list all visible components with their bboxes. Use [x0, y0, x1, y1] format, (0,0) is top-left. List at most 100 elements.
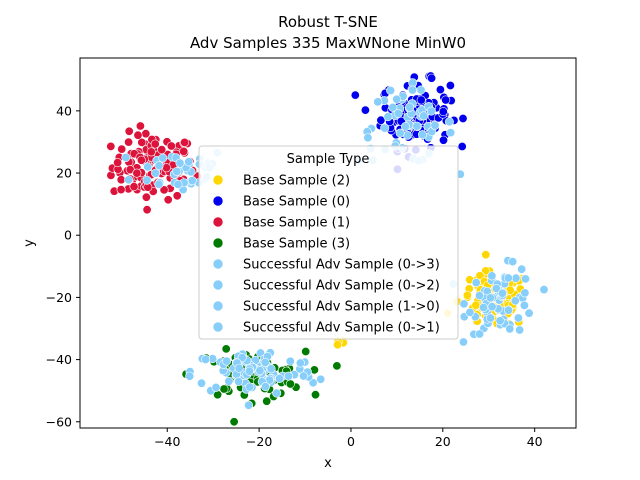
scatter-point — [441, 95, 451, 105]
scatter-point — [172, 167, 182, 177]
scatter-point — [175, 158, 185, 168]
scatter-point — [234, 363, 244, 373]
scatter-point — [386, 86, 396, 96]
x-tick-label: 20 — [435, 434, 451, 449]
scatter-point — [350, 90, 360, 100]
scatter-point — [363, 133, 373, 143]
scatter-point — [520, 288, 530, 298]
scatter-point — [515, 325, 525, 335]
scatter-point — [136, 155, 146, 165]
scatter-point — [524, 308, 534, 318]
scatter-point — [497, 288, 507, 298]
scatter-point — [295, 358, 305, 368]
scatter-point — [510, 296, 520, 306]
scatter-point — [419, 111, 429, 121]
scatter-point — [137, 137, 147, 147]
legend-marker — [212, 216, 224, 228]
scatter-point — [260, 357, 270, 367]
legend-marker — [212, 300, 224, 312]
scatter-point — [495, 316, 505, 326]
scatter-point — [262, 396, 272, 406]
x-axis-label: x — [324, 456, 332, 471]
scatter-point — [166, 141, 176, 151]
scatter-point — [503, 273, 513, 283]
scatter-point — [426, 106, 436, 116]
scatter-point — [416, 95, 426, 105]
scatter-point — [158, 153, 168, 163]
scatter-point — [245, 366, 255, 376]
scatter-point — [187, 176, 197, 186]
scatter-point — [438, 135, 448, 145]
scatter-point — [154, 161, 164, 171]
scatter-point — [481, 250, 491, 260]
scatter-point — [487, 271, 497, 281]
scatter-point — [245, 382, 255, 392]
scatter-point — [520, 274, 530, 284]
scatter-point — [427, 73, 437, 83]
legend-title: Sample Type — [287, 152, 370, 167]
y-tick-label: 40 — [56, 103, 72, 118]
y-tick-label: −20 — [46, 290, 72, 305]
legend-box — [198, 145, 459, 340]
scatter-point — [221, 344, 231, 354]
x-tick-label: 40 — [527, 434, 543, 449]
scatter-point — [310, 390, 320, 400]
legend-marker — [212, 237, 224, 249]
scatter-point — [283, 371, 293, 381]
scatter-point — [132, 168, 142, 178]
scatter-point — [219, 384, 229, 394]
scatter-point — [474, 291, 484, 301]
scatter-point — [133, 130, 143, 140]
scatter-point — [458, 114, 468, 124]
scatter-point — [184, 157, 194, 167]
scatter-point — [475, 329, 485, 339]
scatter-point — [392, 94, 402, 104]
scatter-point — [485, 293, 495, 303]
scatter-point — [517, 264, 527, 274]
scatter-point — [173, 179, 183, 189]
scatter-point — [113, 158, 123, 168]
legend-label: Successful Adv Sample (1->0) — [243, 300, 440, 315]
legend-marker — [212, 321, 224, 333]
legend-marker — [212, 258, 224, 270]
scatter-point — [513, 313, 523, 323]
scatter-point — [234, 376, 244, 386]
scatter-point — [388, 102, 398, 112]
legend-label: Successful Adv Sample (0->1) — [243, 321, 440, 336]
scatter-point — [503, 305, 513, 315]
scatter-point — [124, 137, 134, 147]
scatter-point — [106, 170, 116, 180]
legend-entries: Base Sample (2) Base Sample (0) Base Sampl… — [212, 174, 440, 336]
scatter-point — [485, 313, 495, 323]
scatter-point — [142, 175, 152, 185]
scatter-point — [459, 299, 469, 309]
scatter-point — [519, 300, 529, 310]
scatter-point — [511, 273, 521, 283]
scatter-point — [135, 121, 145, 131]
x-tick-label: −40 — [154, 434, 180, 449]
scatter-point — [301, 346, 311, 356]
scatter-point — [121, 153, 131, 163]
scatter-point — [124, 175, 134, 185]
scatter-point — [260, 382, 270, 392]
scatter-point — [405, 102, 415, 112]
scatter-point — [154, 179, 164, 189]
scatter-point — [162, 163, 172, 173]
scatter-point — [255, 366, 265, 376]
scatter-point — [151, 168, 161, 178]
legend-label: Successful Adv Sample (0->3) — [243, 258, 440, 273]
scatter-point — [465, 307, 475, 317]
legend: Sample Type Base Sample (2)Base Sample (… — [198, 145, 459, 340]
scatter-point — [180, 137, 190, 147]
data-points — [106, 71, 549, 427]
scatter-point — [412, 121, 422, 131]
scatter-point — [244, 400, 254, 410]
y-tick-label: 0 — [64, 228, 72, 243]
legend-label: Base Sample (0) — [243, 195, 350, 210]
scatter-point — [430, 120, 440, 130]
y-tick-label: 20 — [56, 166, 72, 181]
scatter-point — [274, 373, 284, 383]
scatter-point — [508, 257, 518, 267]
scatter-point — [487, 302, 497, 312]
